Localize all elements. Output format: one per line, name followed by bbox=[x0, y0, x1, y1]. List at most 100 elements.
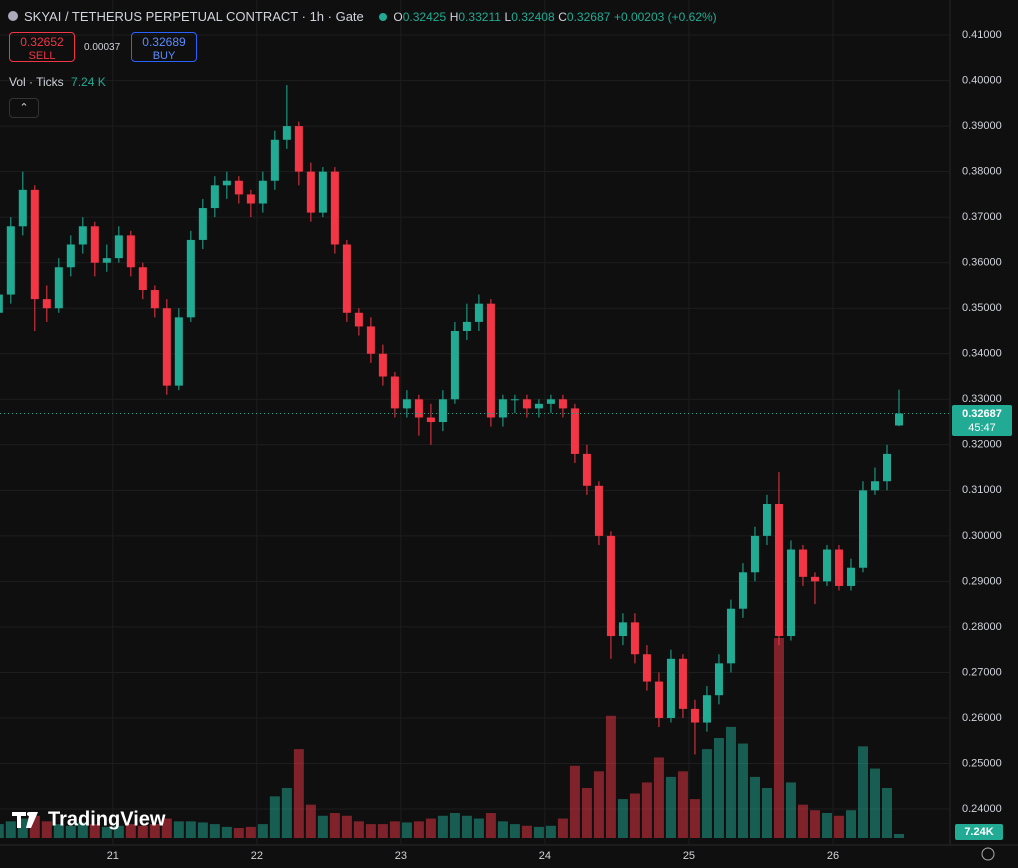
volume-bar bbox=[689, 799, 700, 838]
volume-bar bbox=[881, 788, 892, 838]
candle-body bbox=[894, 413, 903, 426]
candle-body bbox=[366, 326, 375, 354]
volume-bar bbox=[149, 824, 160, 838]
candle-body bbox=[42, 299, 51, 309]
o-label: O bbox=[393, 10, 403, 24]
candle-body bbox=[546, 399, 555, 404]
volume-bar bbox=[53, 824, 64, 838]
volume-bar bbox=[5, 821, 16, 838]
volume-bar bbox=[293, 749, 304, 838]
candle-body bbox=[378, 353, 387, 377]
volume-bar bbox=[437, 815, 448, 838]
volume-bar bbox=[713, 738, 724, 838]
y-tick-label: 0.27000 bbox=[962, 666, 1002, 678]
volume-bar bbox=[809, 810, 820, 838]
candle-body bbox=[54, 267, 63, 309]
volume-bar bbox=[281, 788, 292, 838]
volume-bar bbox=[137, 825, 148, 838]
candle-body bbox=[594, 485, 603, 536]
candle-body bbox=[714, 663, 723, 696]
buy-price: 0.32689 bbox=[142, 35, 186, 49]
y-tick-label: 0.40000 bbox=[962, 74, 1002, 86]
header-line: SKYAI / TETHERUS PERPETUAL CONTRACT · 1h… bbox=[8, 9, 717, 24]
candle-body bbox=[318, 171, 327, 213]
volume-bar bbox=[317, 815, 328, 838]
candle-body bbox=[438, 399, 447, 423]
candle-body bbox=[282, 126, 291, 140]
y-tick-label: 0.29000 bbox=[962, 575, 1002, 587]
candle-body bbox=[174, 317, 183, 386]
settings-icon[interactable] bbox=[981, 847, 995, 861]
volume-bar bbox=[449, 813, 460, 838]
volume-bar bbox=[305, 804, 316, 838]
y-tick-label: 0.32000 bbox=[962, 439, 1002, 451]
volume-bar bbox=[173, 821, 184, 838]
volume-bar bbox=[569, 765, 580, 838]
volume-bar bbox=[737, 743, 748, 838]
volume-bar bbox=[473, 818, 484, 838]
volume-bar bbox=[857, 746, 868, 838]
candle-body bbox=[810, 576, 819, 582]
x-tick-label: 21 bbox=[107, 850, 119, 862]
candle-body bbox=[234, 180, 243, 195]
candle-body bbox=[450, 330, 459, 400]
volume-bar bbox=[365, 824, 376, 838]
volume-bar bbox=[77, 822, 88, 838]
candle-body bbox=[426, 417, 435, 423]
volume-bar bbox=[65, 825, 76, 838]
logo: TradingView bbox=[12, 808, 166, 830]
candle-body bbox=[162, 308, 171, 386]
candle-body bbox=[738, 572, 747, 609]
candle-body bbox=[822, 549, 831, 582]
volume-bar bbox=[749, 776, 760, 838]
y-tick-label: 0.25000 bbox=[962, 757, 1002, 769]
vol-tag-bg bbox=[955, 824, 1003, 840]
price-tag: 0.32687 bbox=[962, 408, 1002, 420]
candle-body bbox=[90, 226, 99, 263]
volume-bar bbox=[185, 821, 196, 838]
l-label: L bbox=[504, 10, 512, 24]
c-value: 0.32687 bbox=[566, 10, 611, 24]
volume-bar bbox=[533, 826, 544, 838]
x-tick-label: 25 bbox=[683, 850, 695, 862]
candle-body bbox=[798, 549, 807, 577]
candle-body bbox=[342, 244, 351, 313]
sell-price: 0.32652 bbox=[20, 35, 64, 49]
volume-bar bbox=[521, 825, 532, 838]
candle-body bbox=[846, 567, 855, 586]
x-tick-label: 24 bbox=[539, 850, 551, 862]
candle-body bbox=[246, 194, 255, 204]
collapse-button[interactable]: ⌃ bbox=[9, 98, 39, 118]
y-tick-label: 0.26000 bbox=[962, 712, 1002, 724]
y-tick-label: 0.36000 bbox=[962, 257, 1002, 269]
sell-button[interactable]: 0.32652 SELL bbox=[9, 32, 75, 62]
candle-body bbox=[678, 658, 687, 709]
volume-bar bbox=[389, 821, 400, 838]
buy-button[interactable]: 0.32689 BUY bbox=[131, 32, 197, 62]
candle-body bbox=[618, 622, 627, 637]
volume-bar bbox=[617, 799, 628, 838]
candle-body bbox=[498, 399, 507, 418]
candle-body bbox=[138, 267, 147, 291]
candle-body bbox=[462, 321, 471, 331]
candle-body bbox=[186, 239, 195, 318]
volume-bar bbox=[89, 824, 100, 838]
candle-body bbox=[786, 549, 795, 637]
volume-bar bbox=[821, 813, 832, 838]
volume-bar bbox=[893, 833, 904, 838]
volume-bar bbox=[161, 818, 172, 838]
status-dot bbox=[379, 13, 388, 21]
l-value: 0.32408 bbox=[511, 10, 555, 24]
volume-bar bbox=[101, 826, 112, 838]
candle-body bbox=[66, 244, 75, 268]
y-tick-label: 0.31000 bbox=[962, 484, 1002, 496]
candle-body bbox=[402, 399, 411, 409]
candle-body bbox=[870, 481, 879, 491]
candle-body bbox=[390, 376, 399, 409]
candle-body bbox=[522, 399, 531, 409]
volume-bar bbox=[17, 818, 28, 838]
volume-bar bbox=[773, 638, 784, 838]
volume-bar bbox=[125, 824, 136, 838]
o-value: 0.32425 bbox=[402, 10, 447, 24]
